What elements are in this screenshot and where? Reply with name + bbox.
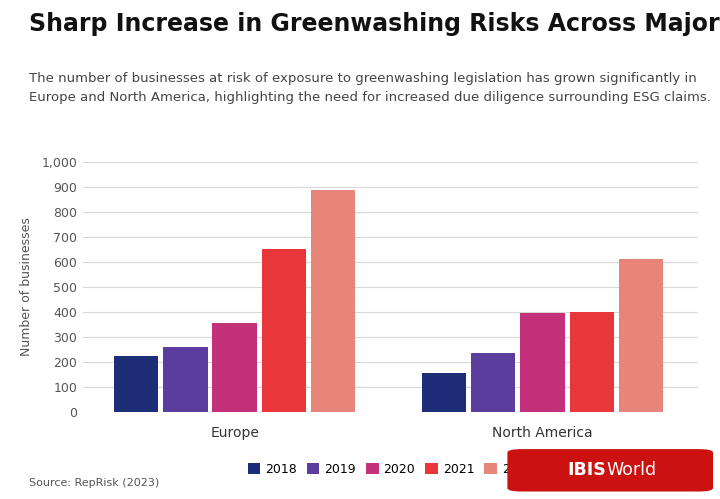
Bar bbox=[422, 373, 466, 412]
Bar bbox=[618, 259, 663, 412]
FancyBboxPatch shape bbox=[508, 449, 713, 492]
Bar bbox=[262, 250, 306, 412]
Text: The number of businesses at risk of exposure to greenwashing legislation has gro: The number of businesses at risk of expo… bbox=[29, 72, 711, 104]
Text: Sharp Increase in Greenwashing Risks Across Major Regions: Sharp Increase in Greenwashing Risks Acr… bbox=[29, 12, 720, 36]
Legend: 2018, 2019, 2020, 2021, 2022: 2018, 2019, 2020, 2021, 2022 bbox=[243, 458, 539, 481]
Bar bbox=[570, 312, 614, 412]
Bar bbox=[471, 353, 516, 412]
Bar bbox=[311, 190, 355, 412]
Bar bbox=[114, 355, 158, 412]
Text: Source: RepRisk (2023): Source: RepRisk (2023) bbox=[29, 478, 159, 488]
Text: World: World bbox=[606, 461, 657, 480]
Text: IBIS: IBIS bbox=[568, 461, 606, 480]
Bar bbox=[163, 347, 207, 412]
Y-axis label: Number of businesses: Number of businesses bbox=[20, 218, 33, 356]
Bar bbox=[212, 323, 257, 412]
Bar bbox=[521, 313, 564, 412]
